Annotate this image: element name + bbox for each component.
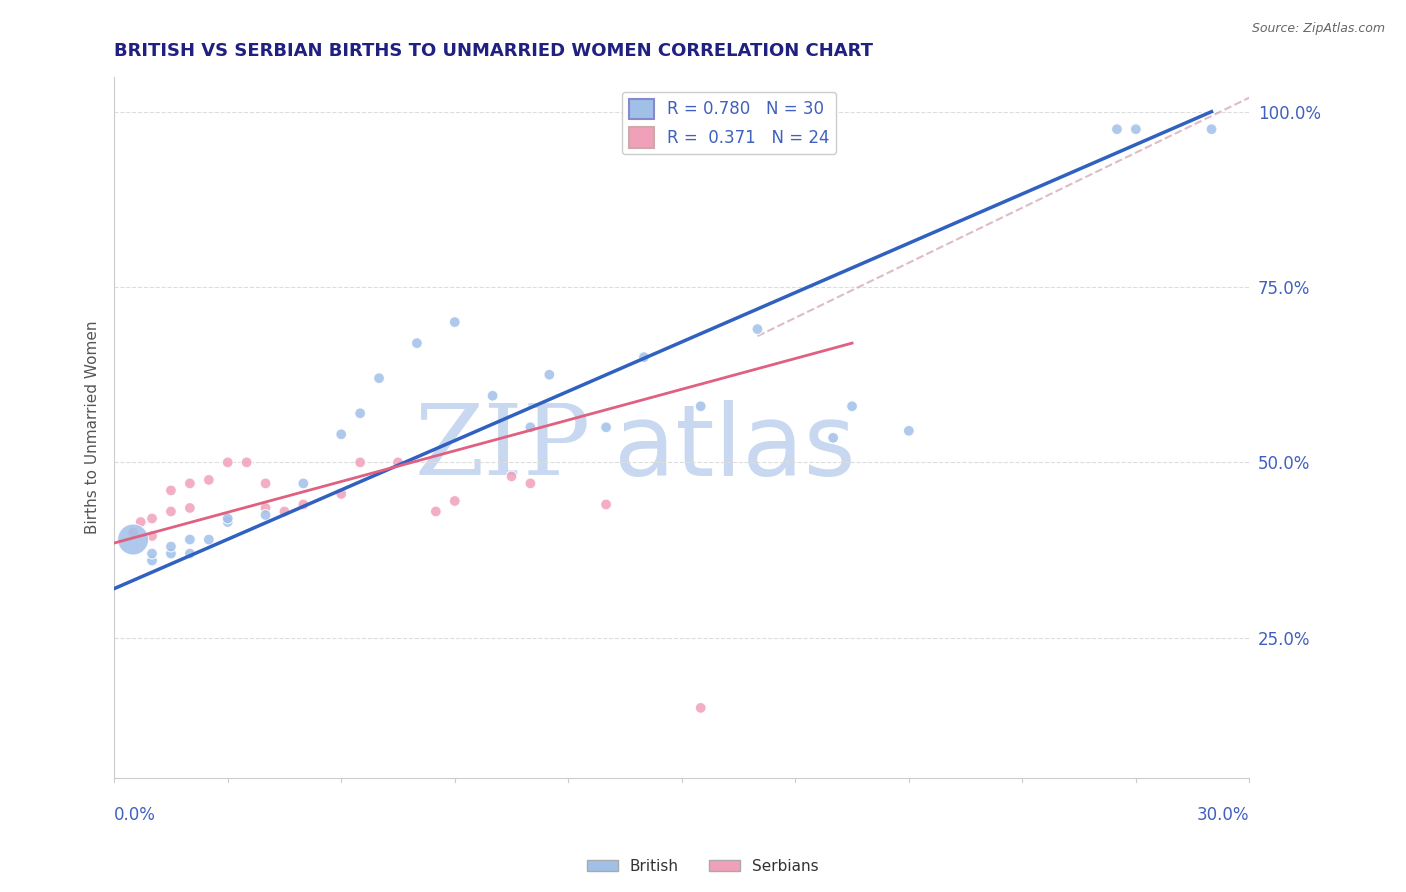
Point [160,547,183,561]
Point [141,529,163,543]
Point [292,498,315,512]
Point [823,431,845,445]
Point [443,315,465,329]
Legend: R = 0.780   N = 30, R =  0.371   N = 24: R = 0.780 N = 30, R = 0.371 N = 24 [621,92,837,154]
Point [349,455,371,469]
Point [501,469,523,483]
Point [254,476,277,491]
Point [141,547,163,561]
Point [1201,122,1223,136]
Point [481,389,503,403]
Point [217,511,239,525]
Point [595,498,617,512]
Point [160,504,183,518]
Point [197,533,219,547]
Point [330,487,353,501]
Legend: British, Serbians: British, Serbians [581,853,825,880]
Text: BRITISH VS SERBIAN BIRTHS TO UNMARRIED WOMEN CORRELATION CHART: BRITISH VS SERBIAN BIRTHS TO UNMARRIED W… [114,42,873,60]
Point [1105,122,1128,136]
Point [387,455,409,469]
Point [254,500,277,515]
Point [292,476,315,491]
Point [197,473,219,487]
Point [519,476,541,491]
Point [160,540,183,554]
Point [273,504,295,518]
Point [633,350,655,364]
Point [368,371,391,385]
Text: atlas: atlas [613,400,855,497]
Point [122,525,145,540]
Point [1125,122,1147,136]
Point [406,336,429,351]
Point [179,476,201,491]
Point [129,515,152,529]
Point [897,424,920,438]
Point [179,500,201,515]
Point [689,399,711,413]
Point [519,420,541,434]
Point [330,427,353,442]
Point [747,322,769,336]
Point [122,533,145,547]
Point [254,508,277,522]
Point [443,494,465,508]
Point [217,455,239,469]
Point [160,483,183,498]
Point [349,406,371,420]
Y-axis label: Births to Unmarried Women: Births to Unmarried Women [86,320,100,534]
Text: 0.0%: 0.0% [114,806,156,824]
Point [141,511,163,525]
Point [425,504,447,518]
Point [538,368,561,382]
Point [595,420,617,434]
Point [689,701,711,715]
Point [179,533,201,547]
Text: ZIP: ZIP [415,401,591,496]
Point [235,455,257,469]
Text: 30.0%: 30.0% [1197,806,1250,824]
Point [179,547,201,561]
Point [841,399,863,413]
Point [217,515,239,529]
Point [141,553,163,567]
Text: Source: ZipAtlas.com: Source: ZipAtlas.com [1251,22,1385,36]
